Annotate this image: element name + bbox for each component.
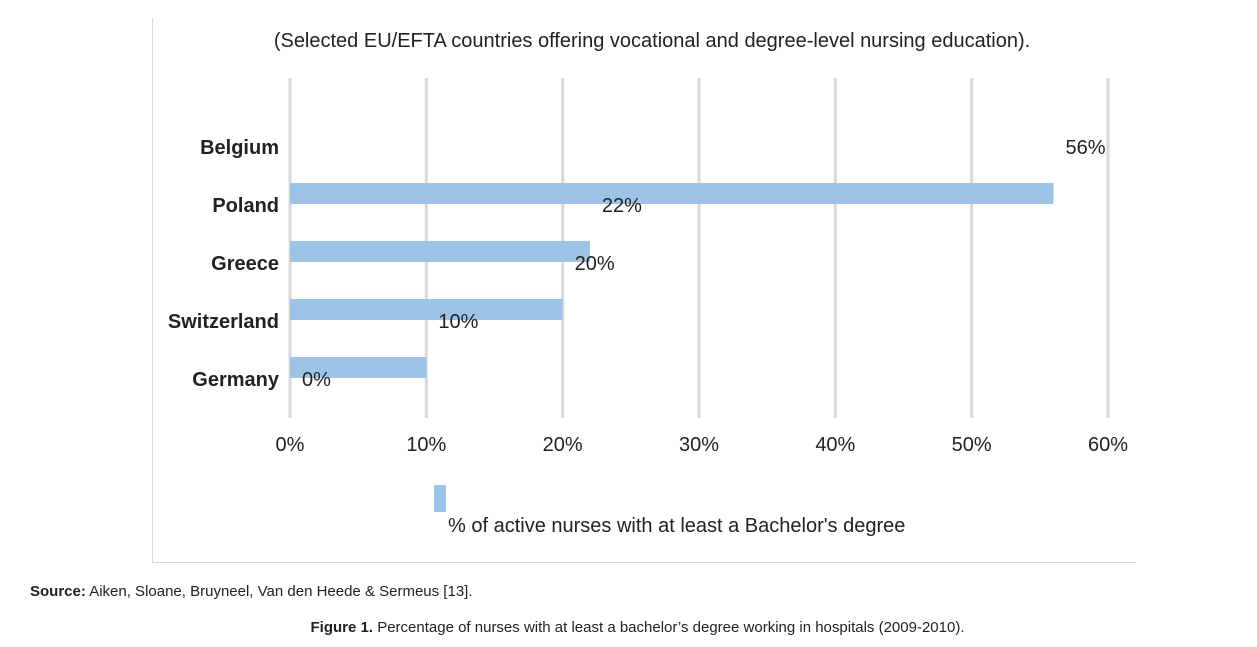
caption-label: Figure 1. — [310, 619, 374, 636]
bar — [290, 357, 427, 378]
source-label: Source: — [30, 583, 86, 600]
x-tick-label: 0% — [276, 434, 305, 456]
source-note: Source: Aiken, Sloane, Bruyneel, Van den… — [30, 583, 473, 600]
x-tick-labels: 0% 10% 20% 30% 40% 50% 60% — [276, 434, 1129, 456]
x-tick-label: 30% — [679, 434, 719, 456]
data-label: 0% — [302, 369, 331, 391]
bars — [290, 183, 1054, 378]
category-label: Greece — [211, 253, 279, 275]
legend-label: % of active nurses with at least a Bache… — [448, 515, 905, 537]
bar — [290, 299, 563, 320]
data-label: 56% — [1065, 137, 1105, 159]
category-label: Belgium — [200, 137, 279, 159]
x-tick-label: 20% — [543, 434, 583, 456]
category-labels: Belgium Poland Greece Switzerland Germany — [168, 137, 280, 391]
data-label: 20% — [575, 253, 615, 275]
x-tick-label: 10% — [406, 434, 446, 456]
bar — [290, 241, 590, 262]
data-labels: 56% 22% 20% 10% 0% — [302, 137, 1106, 391]
caption-text: Percentage of nurses with at least a bac… — [377, 619, 965, 636]
x-tick-label: 60% — [1088, 434, 1128, 456]
data-label: 22% — [602, 195, 642, 217]
x-tick-label: 40% — [815, 434, 855, 456]
data-label: 10% — [438, 311, 478, 333]
source-text: Aiken, Sloane, Bruyneel, Van den Heede &… — [89, 583, 473, 600]
category-label: Poland — [212, 195, 279, 217]
figure-caption: Figure 1. Percentage of nurses with at l… — [0, 619, 1257, 636]
category-label: Germany — [192, 369, 280, 391]
chart-subtitle: (Selected EU/EFTA countries offering voc… — [274, 30, 1030, 52]
x-tick-label: 50% — [952, 434, 992, 456]
legend-swatch — [434, 485, 446, 512]
legend: % of active nurses with at least a Bache… — [434, 485, 905, 537]
bar — [290, 183, 1054, 204]
category-label: Switzerland — [168, 311, 279, 333]
